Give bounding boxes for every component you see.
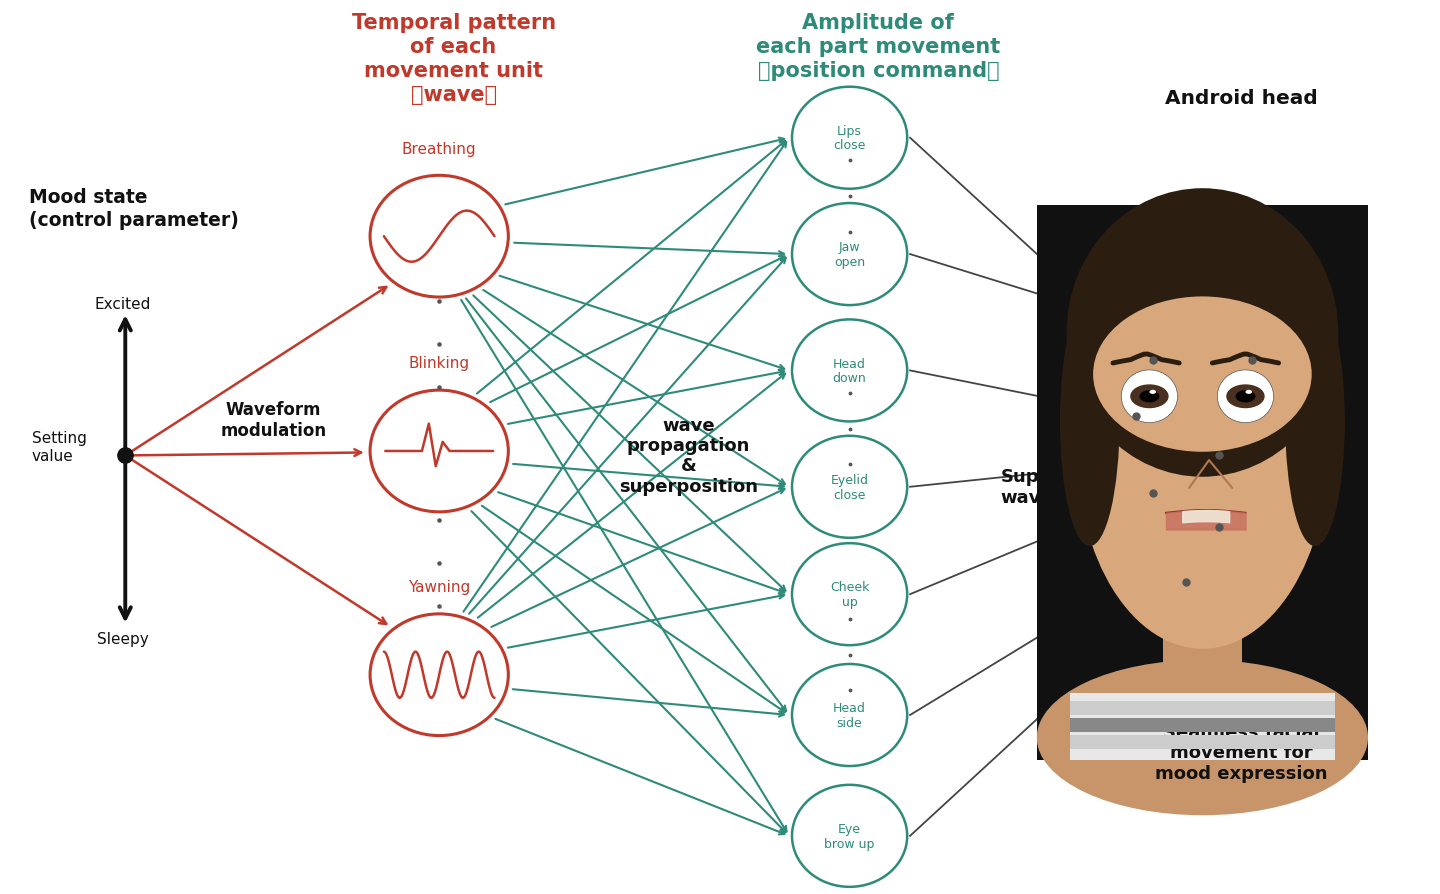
Text: Waveform
modulation: Waveform modulation <box>220 401 327 440</box>
Circle shape <box>1236 391 1256 403</box>
Text: Head
side: Head side <box>834 702 865 729</box>
Text: Head
down: Head down <box>832 358 867 384</box>
Text: Blinking: Blinking <box>409 356 469 371</box>
Text: Android head: Android head <box>1165 89 1318 108</box>
Text: Superposed
waves: Superposed waves <box>1001 468 1122 507</box>
Ellipse shape <box>1093 297 1312 452</box>
Text: Amplitude of
each part movement
（position command）: Amplitude of each part movement （positio… <box>756 13 1001 81</box>
Text: Yawning: Yawning <box>408 579 471 595</box>
Ellipse shape <box>1286 297 1345 546</box>
Bar <box>1037 206 1368 760</box>
Bar <box>1070 735 1335 749</box>
Circle shape <box>1130 385 1169 409</box>
Ellipse shape <box>1067 189 1338 477</box>
Text: Sleepy: Sleepy <box>96 632 148 646</box>
Bar <box>1070 694 1335 760</box>
Text: Mood state
(control parameter): Mood state (control parameter) <box>29 188 239 230</box>
Text: wave
propagation
&
superposition: wave propagation & superposition <box>619 417 757 495</box>
Ellipse shape <box>1217 370 1273 423</box>
Bar <box>1162 632 1243 743</box>
Text: Eye
brow up: Eye brow up <box>825 822 874 849</box>
Circle shape <box>1149 391 1156 394</box>
Text: Seamless facial
movement for
mood expression: Seamless facial movement for mood expres… <box>1155 722 1328 782</box>
Text: Excited: Excited <box>94 297 151 311</box>
Text: Jaw
open: Jaw open <box>834 241 865 268</box>
Ellipse shape <box>1077 250 1328 649</box>
Text: Temporal pattern
of each
movement unit
（wave）: Temporal pattern of each movement unit （… <box>351 13 556 105</box>
Ellipse shape <box>1136 561 1269 627</box>
Bar <box>1070 719 1335 732</box>
Text: Eyelid
close: Eyelid close <box>831 474 868 501</box>
Circle shape <box>1246 391 1251 394</box>
Text: Breathing: Breathing <box>402 141 477 156</box>
Circle shape <box>1227 385 1264 409</box>
Text: Lips
close: Lips close <box>834 125 865 152</box>
Ellipse shape <box>1122 370 1178 423</box>
Ellipse shape <box>1037 660 1368 815</box>
Ellipse shape <box>1060 297 1120 546</box>
Text: Setting
value: Setting value <box>32 431 86 463</box>
Text: Cheek
up: Cheek up <box>829 581 870 608</box>
Circle shape <box>1139 391 1159 403</box>
Bar <box>1070 702 1335 715</box>
